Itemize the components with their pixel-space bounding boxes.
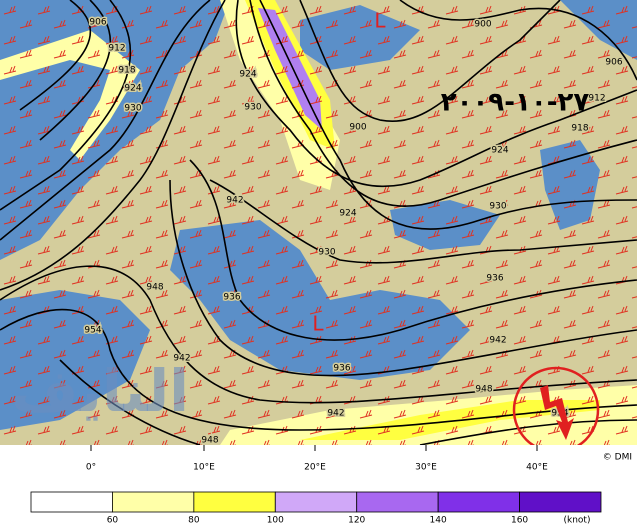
contour-label: 930 — [489, 202, 506, 212]
contour-label: 936 — [333, 364, 350, 374]
contour-label: 942 — [489, 336, 506, 346]
contour-label: 948 — [201, 436, 218, 446]
legend-swatch — [193, 491, 276, 513]
contour-label: 912 — [588, 94, 605, 104]
lightning-stamp — [512, 366, 600, 445]
longitude-label: 40°E — [526, 463, 548, 473]
contour-label: 936 — [486, 274, 503, 284]
low-pressure-marker: L — [312, 312, 324, 336]
legend-swatch — [356, 491, 439, 513]
legend-threshold: 60 — [107, 516, 119, 526]
contour-label: 930 — [318, 248, 335, 258]
contour-label: 942 — [327, 409, 344, 419]
contour-label: 918 — [118, 66, 135, 76]
longitude-label: 20°E — [304, 463, 326, 473]
longitude-label: 0° — [86, 463, 96, 473]
contour-label: 912 — [108, 44, 125, 54]
legend-unit: (knot) — [564, 516, 591, 526]
longitude-label: 30°E — [415, 463, 437, 473]
contour-label: 924 — [239, 70, 256, 80]
legend-swatch — [437, 491, 520, 513]
watermark: النايف — [11, 357, 189, 425]
contour-label: 900 — [349, 123, 366, 133]
contour-label: 942 — [173, 354, 190, 364]
contour-label: 906 — [89, 18, 106, 28]
legend-swatch — [30, 491, 113, 513]
contour-label: 936 — [223, 293, 240, 303]
contour-labels: 906 912 918 924 930 924 930 900 906 912 918 900 924 9… — [83, 16, 624, 446]
contour-label: 906 — [605, 58, 622, 68]
contour-label: 948 — [475, 385, 492, 395]
credit: © DMI — [603, 453, 632, 463]
contour-label: 930 — [244, 103, 261, 113]
contour-label: 942 — [226, 196, 243, 206]
legend-swatch — [519, 491, 602, 513]
contour-label: 954 — [84, 326, 101, 336]
date-label: ٢٧-١٠-٢٠٠٩ — [441, 88, 590, 118]
contour-label: 924 — [339, 209, 356, 219]
legend-threshold: 160 — [511, 516, 528, 526]
contour-label: 924 — [491, 146, 508, 156]
longitude-axis: 0° 10°E 20°E 30°E 40°E © DMI — [86, 445, 632, 473]
contour-label: 930 — [124, 104, 141, 114]
wind-speed-legend: 60 80 100 120 140 160 — [30, 491, 602, 526]
contour-label: 918 — [571, 124, 588, 134]
legend-swatch — [274, 491, 358, 513]
contour-label: 924 — [124, 84, 141, 94]
legend-threshold: 80 — [188, 516, 200, 526]
longitude-label: 10°E — [193, 463, 215, 473]
low-pressure-marker: L — [374, 9, 386, 33]
legend-threshold: 140 — [430, 516, 447, 526]
contour-label: 948 — [146, 283, 163, 293]
legend-threshold: 120 — [348, 516, 365, 526]
legend-threshold: 100 — [267, 516, 284, 526]
contour-label: 900 — [474, 20, 491, 30]
map: 906 912 918 924 930 924 930 900 906 912 918 900 924 9… — [0, 0, 637, 446]
legend-swatch — [112, 491, 195, 513]
